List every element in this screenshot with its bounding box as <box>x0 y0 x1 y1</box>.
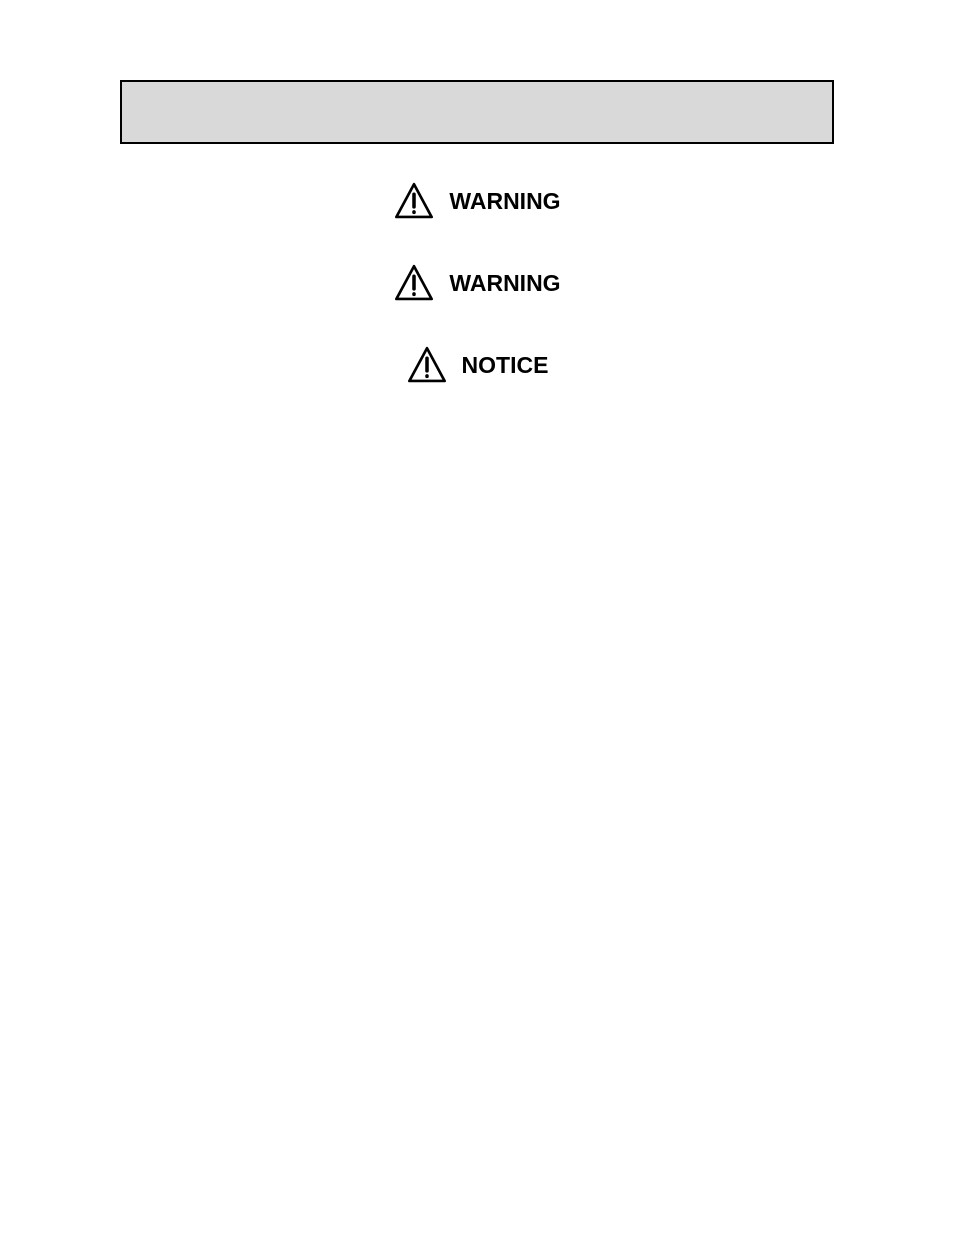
alert-label-1: WARNING <box>449 188 560 215</box>
warning-triangle-icon <box>406 344 448 386</box>
alert-header-1: WARNING <box>120 176 834 226</box>
alert-header-3: NOTICE <box>120 340 834 390</box>
alert-label-3: NOTICE <box>462 352 549 379</box>
alert-block-1: WARNING <box>120 176 834 226</box>
alert-label-2: WARNING <box>449 270 560 297</box>
safety-page: WARNING WARNING NOTICE <box>0 0 954 1235</box>
warning-triangle-icon <box>393 180 435 222</box>
warning-triangle-icon <box>393 262 435 304</box>
section-banner <box>120 80 834 144</box>
alert-block-3: NOTICE <box>120 340 834 390</box>
alert-block-2: WARNING <box>120 258 834 308</box>
alert-header-2: WARNING <box>120 258 834 308</box>
